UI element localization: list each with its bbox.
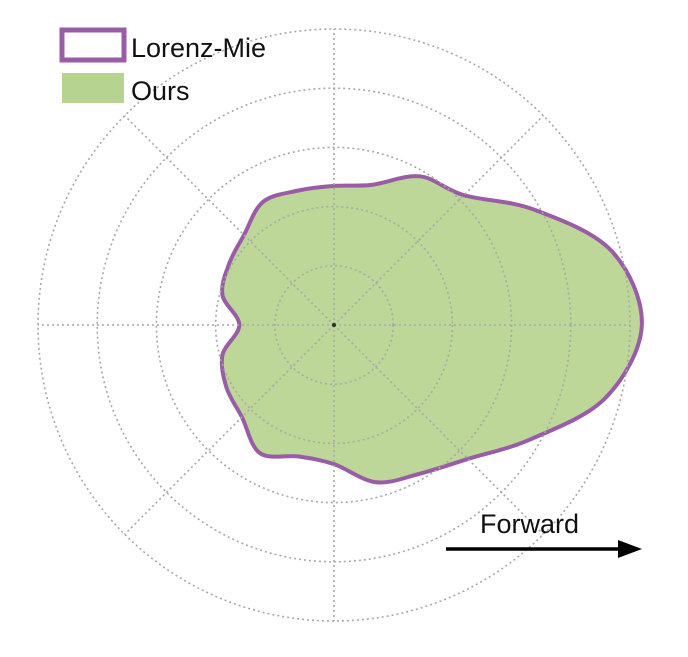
forward-arrow-head [618,540,642,558]
grid-spoke-225 [124,324,335,535]
forward-annotation: Forward [446,509,642,558]
series-ours-area [221,176,642,483]
legend-label-lorenz-mie: Lorenz-Mie [131,33,266,63]
forward-label: Forward [480,509,579,539]
legend-swatch-ours [62,73,124,103]
legend: Lorenz-Mie Ours [59,27,266,106]
grid-spoke-135 [124,115,335,326]
polar-grid [37,28,631,622]
grid-ring-3 [155,146,513,504]
grid-ring-1 [273,264,394,385]
grid-spoke-45 [333,115,544,326]
grid-spoke-315 [333,324,544,535]
legend-label-ours: Ours [131,76,190,106]
series-lorenz-mie-outline [219,174,644,485]
center-dot [331,322,337,328]
legend-swatch-lorenz-mie [59,27,127,63]
grid-ring-2 [214,205,454,445]
scattering-pattern [219,174,644,485]
